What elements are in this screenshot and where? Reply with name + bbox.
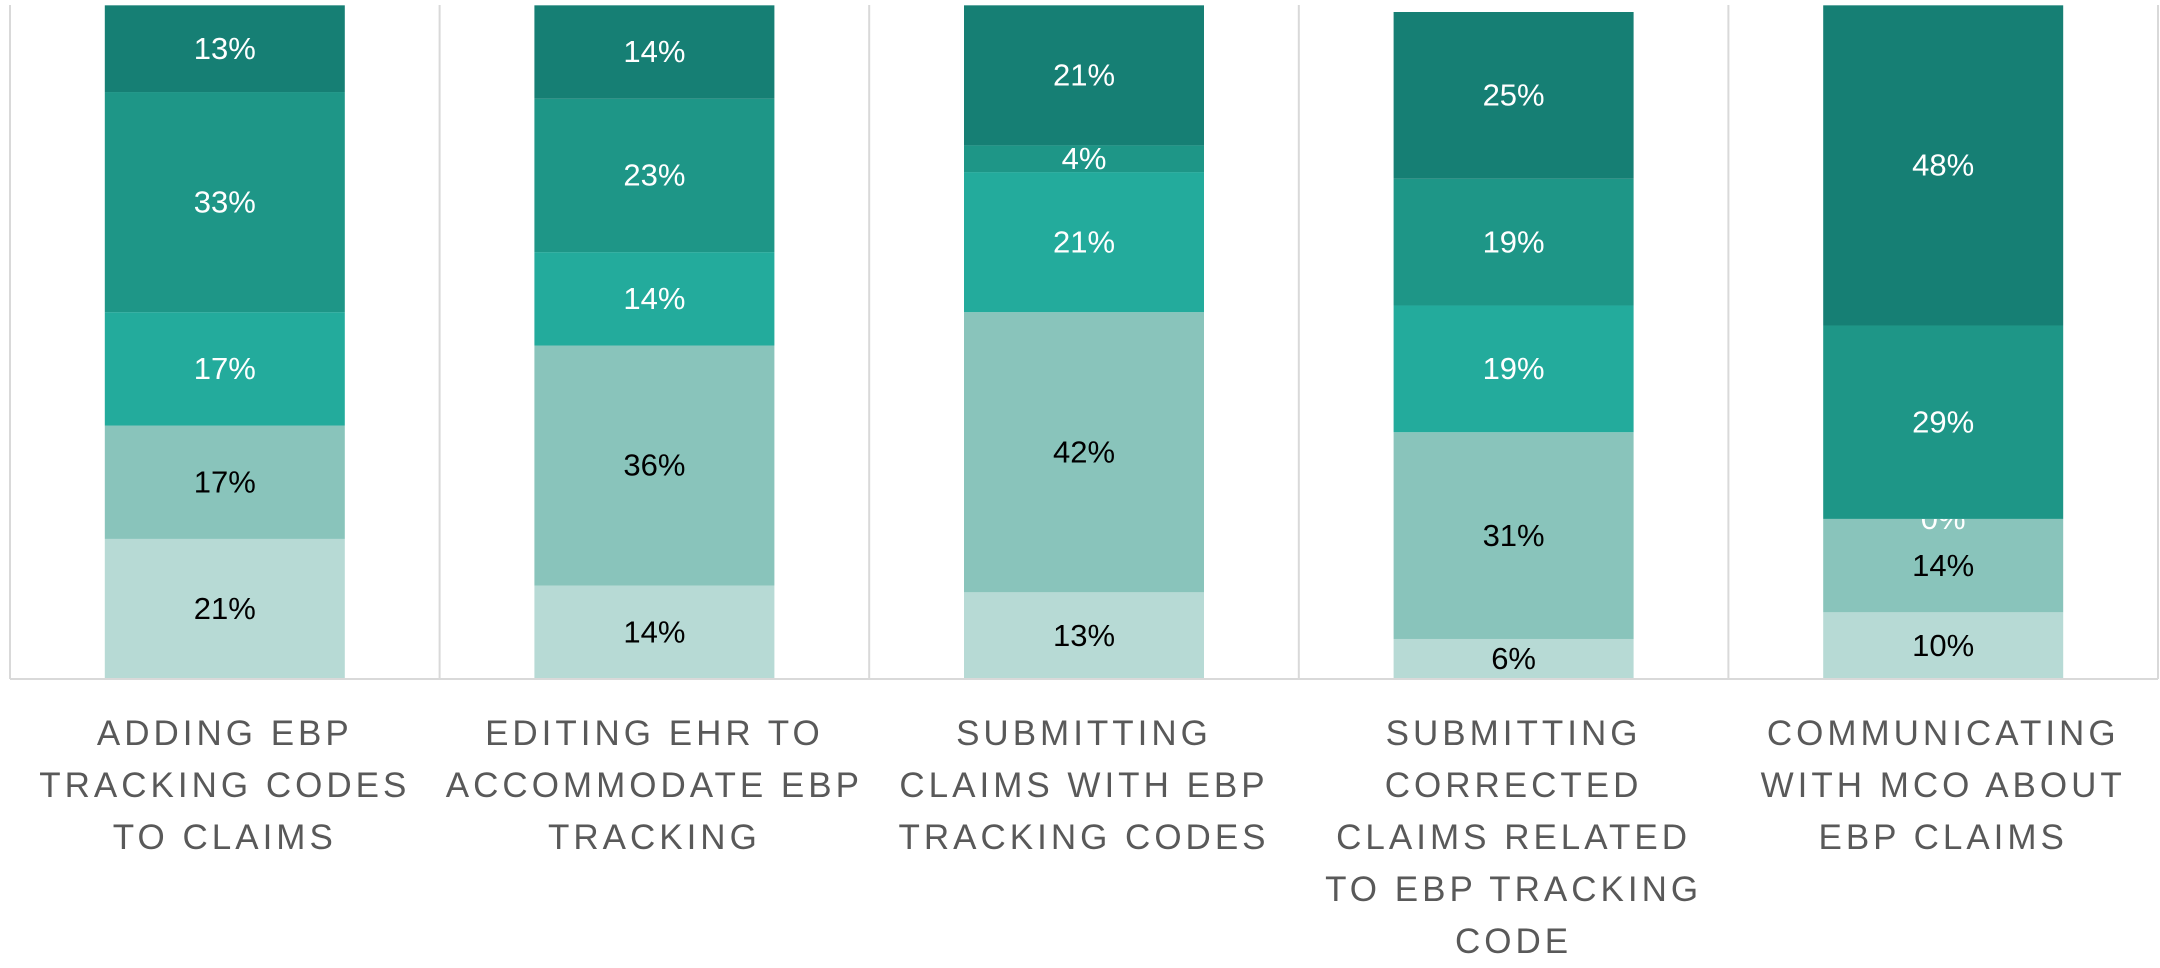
x-tick-label: SUBMITTING CORRECTED CLAIMS RELATED TO E…: [1325, 714, 1703, 961]
data-label: 14%: [1912, 548, 1974, 583]
bar-segment: [964, 592, 1204, 679]
data-label: 17%: [194, 464, 256, 499]
bar-segment: [964, 145, 1204, 173]
data-label: 17%: [194, 351, 256, 386]
data-label: 14%: [623, 34, 685, 69]
bar-segment: [1393, 178, 1634, 306]
bar-segment: [964, 5, 1204, 146]
bar-segment: [1393, 638, 1634, 679]
bar-segment: [964, 172, 1204, 313]
data-label: 14%: [623, 614, 685, 649]
data-label: 6%: [1491, 641, 1536, 676]
data-label: 13%: [1053, 618, 1115, 653]
x-tick-label: ADDING EBP TRACKING CODES TO CLAIMS: [39, 714, 411, 857]
bar-segment: [104, 5, 345, 93]
data-label: 36%: [623, 448, 685, 483]
bar-segment: [534, 345, 775, 586]
bar-segment: [534, 5, 775, 99]
data-label: 33%: [194, 184, 256, 219]
bar-segment: [964, 312, 1204, 593]
x-tick-label: EDITING EHR TO ACCOMMODATE EBP TRACKING: [445, 714, 863, 857]
bar-segment: [1393, 12, 1634, 179]
x-tick-label: SUBMITTING CLAIMS WITH EBP TRACKING CODE…: [898, 714, 1270, 857]
data-label: 29%: [1912, 404, 1974, 439]
data-label: 19%: [1483, 224, 1545, 259]
data-label: 13%: [194, 31, 256, 66]
bar-segment: [1823, 5, 2064, 326]
x-tick-label: COMMUNICATING WITH MCO ABOUT EBP CLAIMS: [1760, 714, 2126, 857]
bar-segment: [1823, 325, 2064, 519]
bar-segment: [534, 585, 775, 679]
bar-segment: [104, 538, 345, 679]
bar-segment: [1823, 612, 2064, 679]
bar-segment: [534, 252, 775, 346]
bar-segment: [104, 312, 345, 426]
bar-segment: [104, 425, 345, 539]
data-label: 14%: [623, 281, 685, 316]
data-label: 19%: [1483, 351, 1545, 386]
data-label: 25%: [1483, 78, 1545, 113]
bar-segment: [104, 92, 345, 313]
data-label: 21%: [194, 591, 256, 626]
bar-segment: [1393, 305, 1634, 433]
page: 21% 17% 17% 33% 13% 14% 36% 14% 23% 14% 13% 42% 21% 4…: [9, 5, 2159, 961]
data-label: 21%: [1053, 224, 1115, 259]
chart: 21% 17% 17% 33% 13% 14% 36% 14% 23% 14% 13% 42% 21% 4…: [9, 5, 2159, 680]
data-label: 42%: [1053, 434, 1115, 469]
data-label: 10%: [1912, 628, 1974, 663]
data-label: 48%: [1912, 148, 1974, 183]
bar-segment: [534, 98, 775, 253]
bar-segment: [1393, 432, 1634, 639]
bar-segment: [1823, 518, 2064, 613]
data-label: 4%: [1062, 141, 1107, 176]
data-label: 21%: [1053, 58, 1115, 93]
data-label: 23%: [623, 158, 685, 193]
data-label: 31%: [1483, 518, 1545, 553]
